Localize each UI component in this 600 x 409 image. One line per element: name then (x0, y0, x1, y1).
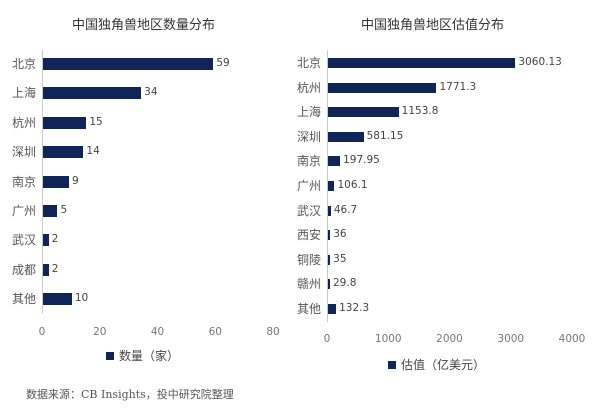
category-label: 深圳 (11, 145, 36, 160)
x-tick-label: 0 (323, 333, 331, 345)
category-label: 其他 (296, 302, 321, 316)
legend-swatch-icon (388, 360, 396, 369)
bar-value-label: 29.8 (333, 277, 357, 290)
left-chart-legend: 数量（家） (106, 347, 179, 364)
bar-value-label: 59 (216, 57, 230, 69)
legend-label: 估值（亿美元） (401, 358, 486, 372)
category-label: 上海 (11, 86, 36, 101)
bar-value-label: 1771.3 (439, 80, 477, 93)
category-label: 西安 (296, 228, 321, 243)
bar (43, 293, 72, 306)
x-tick-label: 2000 (436, 333, 463, 345)
bar (43, 175, 69, 188)
x-tick-label: 1000 (374, 333, 402, 345)
right-chart-y-axis (327, 50, 328, 322)
category-label: 南京 (296, 154, 321, 169)
bar (328, 58, 516, 68)
category-label: 广州 (11, 204, 36, 218)
legend-swatch-icon (106, 351, 114, 360)
bar-value-label: 34 (144, 86, 158, 99)
bar-value-label: 2 (51, 233, 59, 246)
bar-value-label: 132.3 (339, 302, 370, 314)
x-tick-label: 4000 (558, 333, 586, 345)
category-label: 广州 (296, 179, 321, 193)
bar-value-label: 2 (51, 262, 59, 275)
left-chart-y-axis (42, 50, 43, 313)
bar (328, 156, 341, 167)
left-chart-title: 中国独角兽地区数量分布 (72, 18, 216, 33)
bar-value-label: 3060.13 (518, 56, 562, 68)
bar (328, 304, 337, 314)
bar-value-label: 197.95 (343, 154, 380, 167)
bar (328, 82, 437, 93)
x-tick-label: 80 (266, 326, 280, 338)
bar (328, 107, 399, 118)
bar-value-label: 1153.8 (401, 105, 439, 118)
category-label: 武汉 (11, 233, 36, 248)
bar (328, 279, 330, 290)
category-label: 铜陵 (296, 252, 321, 267)
bar-value-label: 35 (333, 252, 347, 265)
bar (43, 116, 87, 129)
right-chart-title: 中国独角兽地区估值分布 (361, 18, 505, 33)
legend-label: 数量（家） (119, 349, 180, 363)
bar-value-label: 5 (60, 204, 68, 216)
x-tick-label: 3000 (497, 333, 525, 345)
bar (328, 181, 335, 191)
category-label: 北京 (11, 57, 36, 71)
bar (328, 230, 331, 241)
category-label: 赣州 (296, 277, 321, 292)
x-tick-label: 60 (208, 326, 222, 338)
bar-value-label: 106.1 (337, 179, 368, 191)
bar (43, 234, 49, 247)
bar (43, 263, 49, 276)
category-label: 深圳 (296, 129, 321, 144)
bar-value-label: 581.15 (366, 129, 404, 142)
category-label: 其他 (11, 292, 36, 307)
bar-value-label: 36 (333, 228, 347, 241)
category-label: 北京 (296, 56, 321, 70)
bar-value-label: 10 (74, 292, 89, 305)
category-label: 杭州 (296, 80, 321, 95)
bar (328, 205, 331, 216)
bar (43, 58, 214, 70)
bar (328, 254, 331, 265)
bar-value-label: 9 (71, 174, 79, 187)
data-source-note: 数据来源：CB Insights，投中研究院整理 (26, 388, 234, 401)
bar (43, 205, 58, 217)
category-label: 杭州 (11, 115, 36, 130)
bar (328, 131, 364, 142)
category-label: 南京 (11, 174, 36, 189)
bar-value-label: 15 (89, 115, 103, 128)
bar (43, 146, 84, 159)
x-tick-label: 20 (93, 326, 107, 338)
bar-value-label: 14 (86, 145, 100, 158)
x-tick-label: 40 (150, 326, 165, 338)
category-label: 成都 (11, 262, 36, 277)
right-chart-legend: 估值（亿美元） (388, 356, 485, 373)
bar-value-label: 46.7 (333, 203, 358, 216)
x-tick-label: 0 (38, 326, 46, 338)
bar (43, 87, 142, 100)
category-label: 上海 (296, 105, 321, 120)
category-label: 武汉 (296, 203, 321, 218)
